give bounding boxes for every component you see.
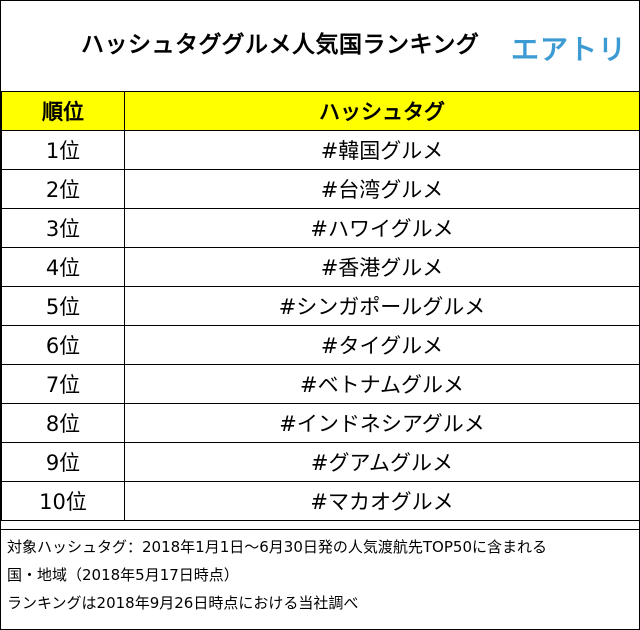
table-row: 5位 #シンガポールグルメ — [1, 286, 640, 326]
table-row: 1位 #韓国グルメ — [1, 130, 640, 170]
page-title: ハッシュタググルメ人気国ランキング — [81, 32, 480, 58]
table-row: 4位 #香港グルメ — [1, 247, 640, 287]
ranking-table: 順位 ハッシュタグ 1位 #韓国グルメ 2位 #台湾グルメ 3位 #ハワイグルメ 4位… — [1, 91, 640, 521]
rank-cell: 1位 — [1, 130, 125, 170]
hashtag-cell: #台湾グルメ — [124, 169, 640, 209]
brand-logo: エアトリ — [511, 33, 628, 66]
table-row: 3位 #ハワイグルメ — [1, 208, 640, 248]
rank-cell: 7位 — [1, 364, 125, 404]
rank-cell: 8位 — [1, 403, 125, 443]
footnote-line: 対象ハッシュタグ：2018年1月1日～6月30日発の人気渡航先TOP50に含まれ… — [7, 538, 547, 556]
rank-cell: 5位 — [1, 286, 125, 326]
rank-cell: 3位 — [1, 208, 125, 248]
header: ハッシュタググルメ人気国ランキング エアトリ — [1, 1, 639, 91]
table-row: 10位 #マカオグルメ — [1, 481, 640, 521]
table-row: 2位 #台湾グルメ — [1, 169, 640, 209]
hashtag-cell: #シンガポールグルメ — [124, 286, 640, 326]
hashtag-cell: #香港グルメ — [124, 247, 640, 287]
rank-cell: 10位 — [1, 481, 125, 521]
rank-cell: 4位 — [1, 247, 125, 287]
column-header-rank: 順位 — [1, 91, 125, 131]
table-row: 6位 #タイグルメ — [1, 325, 640, 365]
footnotes: 対象ハッシュタグ：2018年1月1日～6月30日発の人気渡航先TOP50に含まれ… — [1, 529, 639, 629]
table-row: 8位 #インドネシアグルメ — [1, 403, 640, 443]
rank-cell: 2位 — [1, 169, 125, 209]
footnote-line: ランキングは2018年9月26日時点における当社調べ — [7, 594, 359, 612]
rank-cell: 9位 — [1, 442, 125, 482]
hashtag-cell: #ハワイグルメ — [124, 208, 640, 248]
hashtag-cell: #ベトナムグルメ — [124, 364, 640, 404]
table-row: 7位 #ベトナムグルメ — [1, 364, 640, 404]
hashtag-cell: #インドネシアグルメ — [124, 403, 640, 443]
hashtag-cell: #グアムグルメ — [124, 442, 640, 482]
footnote-line: 国・地域（2018年5月17日時点） — [7, 566, 239, 584]
table-row: 9位 #グアムグルメ — [1, 442, 640, 482]
column-header-hashtag: ハッシュタグ — [124, 91, 640, 131]
hashtag-cell: #タイグルメ — [124, 325, 640, 365]
hashtag-cell: #マカオグルメ — [124, 481, 640, 521]
rank-cell: 6位 — [1, 325, 125, 365]
hashtag-cell: #韓国グルメ — [124, 130, 640, 170]
table-header-row: 順位 ハッシュタグ — [1, 91, 640, 131]
